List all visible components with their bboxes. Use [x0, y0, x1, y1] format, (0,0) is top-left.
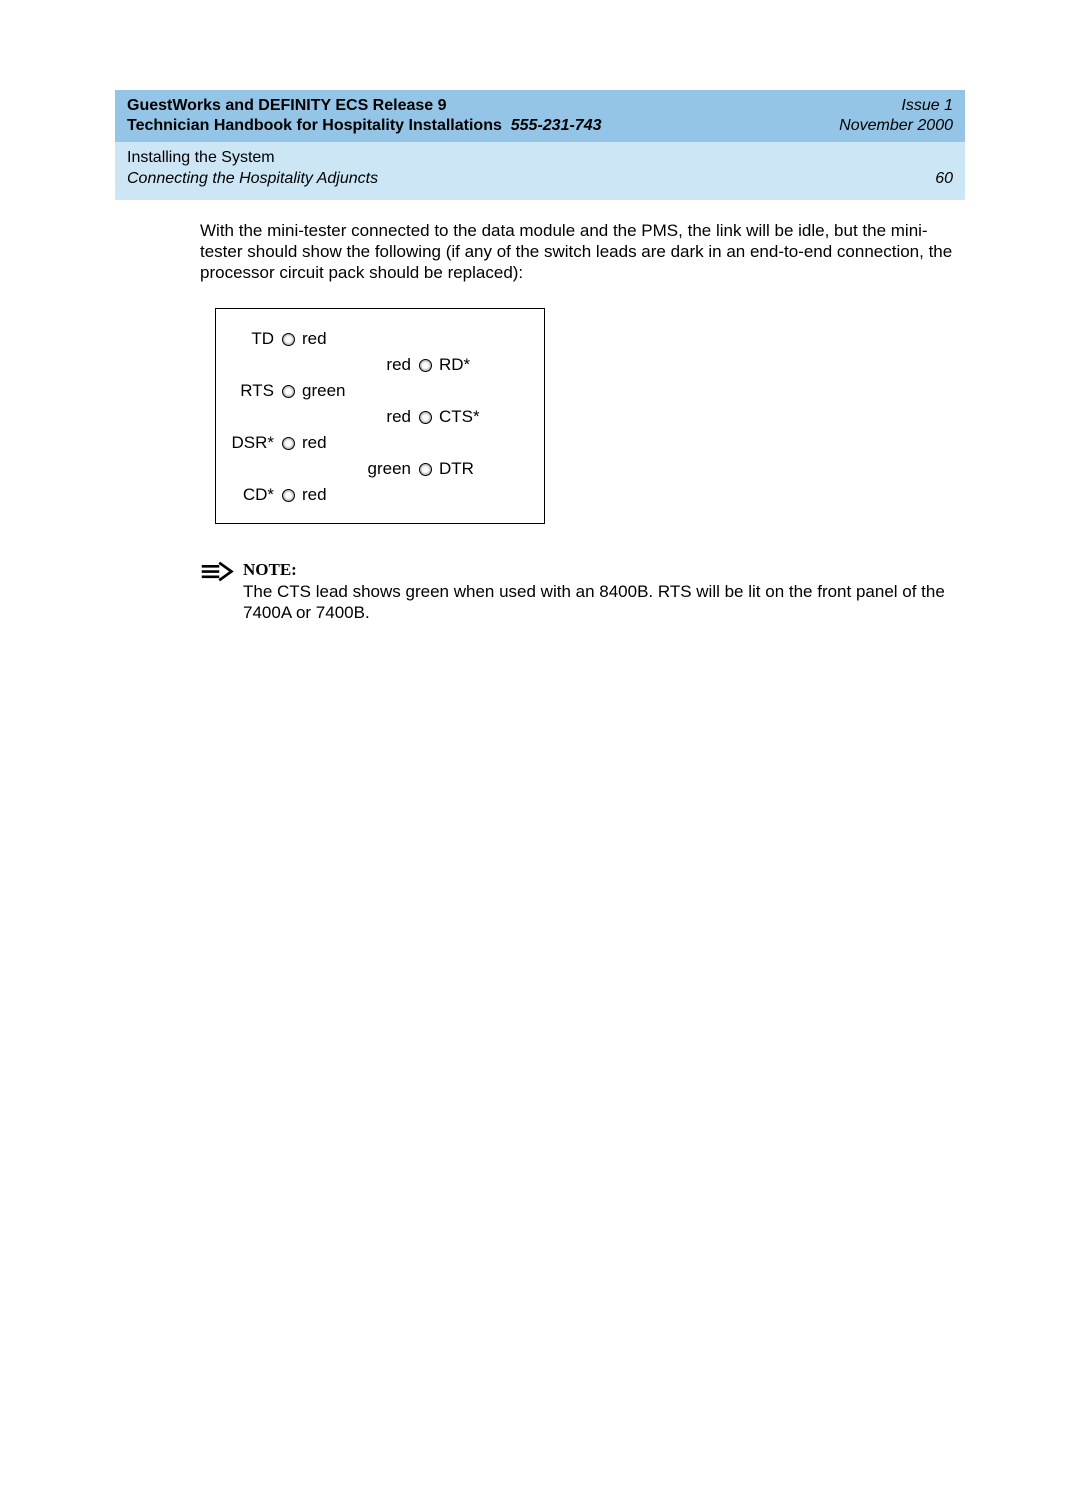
header-title-line2: Technician Handbook for Hospitality Inst…	[127, 116, 602, 136]
led-icon	[419, 408, 432, 425]
header-bottom-bar: Installing the System Connecting the Hos…	[115, 142, 965, 200]
lead-left-color: green	[302, 382, 345, 399]
lead-left-label: RTS	[240, 382, 274, 399]
note-body: The CTS lead shows green when used with …	[243, 582, 945, 622]
led-icon	[282, 330, 295, 347]
body-content: With the mini-tester connected to the da…	[115, 220, 965, 624]
led-icon	[419, 460, 432, 477]
page: GuestWorks and DEFINITY ECS Release 9 Te…	[0, 90, 1080, 1487]
led-icon	[282, 382, 295, 399]
lead-right-color: red	[386, 408, 411, 425]
lead-left-label: CD*	[243, 486, 274, 503]
note-heading: NOTE:	[243, 560, 297, 579]
header-chapter: Installing the System	[127, 148, 378, 169]
header-title-line1: GuestWorks and DEFINITY ECS Release 9	[127, 96, 602, 116]
lead-right-label: CTS*	[439, 408, 480, 425]
lead-right-label: RD*	[439, 356, 470, 373]
header-title-line2a: Technician Handbook for Hospitality Inst…	[127, 117, 502, 134]
header-section: Connecting the Hospitality Adjuncts	[127, 169, 378, 190]
led-icon	[282, 434, 295, 451]
led-icon	[282, 486, 295, 503]
mini-tester-grid: TD red red RD* RTS green red CTS*	[224, 329, 309, 503]
header-page-number: 60	[935, 169, 953, 190]
lead-left-label: TD	[251, 330, 274, 347]
page-header: GuestWorks and DEFINITY ECS Release 9 Te…	[115, 90, 965, 200]
lead-right-color: green	[368, 460, 411, 477]
header-title-left: GuestWorks and DEFINITY ECS Release 9 Te…	[127, 96, 602, 136]
note-text: NOTE: The CTS lead shows green when used…	[243, 559, 955, 623]
header-title-right: Issue 1 November 2000	[839, 96, 953, 136]
paragraph-intro: With the mini-tester connected to the da…	[200, 220, 955, 284]
note-block: NOTE: The CTS lead shows green when used…	[200, 559, 955, 623]
header-bottom-left: Installing the System Connecting the Hos…	[127, 148, 378, 190]
lead-left-label: DSR*	[231, 434, 274, 451]
header-doc-number: 555-231-743	[511, 117, 602, 134]
mini-tester-diagram: TD red red RD* RTS green red CTS*	[215, 308, 545, 524]
lead-left-color: red	[302, 486, 327, 503]
header-top-bar: GuestWorks and DEFINITY ECS Release 9 Te…	[115, 90, 965, 142]
lead-left-color: red	[302, 434, 327, 451]
note-arrow-icon	[200, 561, 235, 587]
lead-right-color: red	[386, 356, 411, 373]
led-icon	[419, 356, 432, 373]
lead-right-label: DTR	[439, 460, 474, 477]
lead-left-color: red	[302, 330, 327, 347]
header-date: November 2000	[839, 116, 953, 136]
header-issue: Issue 1	[839, 96, 953, 116]
